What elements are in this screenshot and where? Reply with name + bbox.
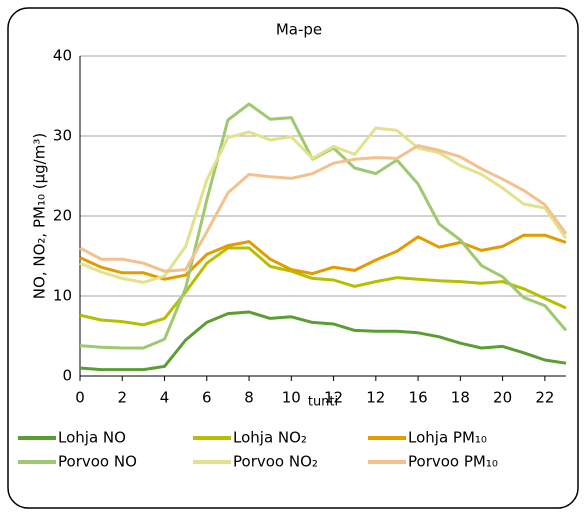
legend-label: Porvoo NO₂ bbox=[233, 453, 318, 471]
data-line bbox=[79, 126, 568, 284]
legend-label: Lohja PM₁₀ bbox=[408, 429, 487, 447]
data-line bbox=[79, 144, 568, 273]
chart-title: Ma-pe bbox=[276, 21, 322, 39]
y-tick-label: 40 bbox=[53, 47, 72, 65]
x-tick-label: 0 bbox=[75, 389, 85, 407]
x-tick-label: 18 bbox=[451, 389, 470, 407]
x-axis-title: tunti bbox=[308, 395, 338, 410]
y-tick-label: 10 bbox=[53, 287, 72, 305]
x-tick-label: 12 bbox=[366, 389, 385, 407]
x-tick-label: 20 bbox=[493, 389, 512, 407]
chart-border bbox=[7, 7, 579, 509]
x-tick-label: 2 bbox=[117, 389, 127, 407]
x-tick-label: 4 bbox=[160, 389, 170, 407]
y-tick-label: 30 bbox=[53, 127, 72, 145]
legend-label: Lohja NO bbox=[58, 429, 126, 447]
x-tick-label: 10 bbox=[282, 389, 301, 407]
data-line bbox=[79, 246, 567, 327]
y-tick-label: 20 bbox=[53, 207, 72, 225]
legend-label: Porvoo NO bbox=[58, 453, 137, 471]
x-tick-label: 12 bbox=[324, 389, 343, 407]
y-tick-label: 0 bbox=[62, 367, 72, 385]
legend-label: Porvoo PM₁₀ bbox=[408, 453, 498, 471]
x-tick-label: 16 bbox=[409, 389, 428, 407]
x-tick-label: 6 bbox=[202, 389, 212, 407]
x-tick-label: 22 bbox=[535, 389, 554, 407]
y-axis-title: NO, NO₂, PM₁₀ (µg/m³) bbox=[31, 133, 49, 299]
x-tick-label: 8 bbox=[244, 389, 254, 407]
data-line bbox=[79, 310, 567, 372]
legend-label: Lohja NO₂ bbox=[233, 429, 307, 447]
